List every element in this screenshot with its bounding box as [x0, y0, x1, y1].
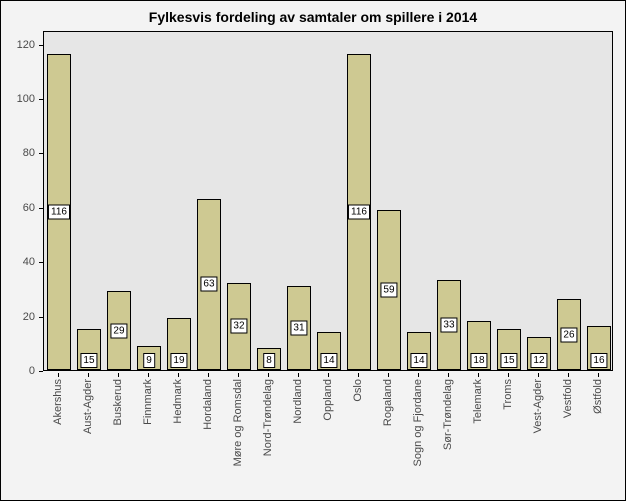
bar-value-label: 33 [440, 318, 457, 333]
x-tick-mark [178, 373, 179, 377]
bar: 16 [587, 326, 610, 370]
bar: 59 [377, 210, 400, 370]
x-tick-mark [148, 373, 149, 377]
x-tick-mark [508, 373, 509, 377]
bar-value-label: 32 [230, 319, 247, 334]
x-tick-mark [58, 373, 59, 377]
x-tick-label: Møre og Romsdal [232, 379, 244, 466]
bar: 116 [47, 54, 70, 370]
x-tick-label: Sogn og Fjordane [412, 379, 424, 466]
y-tick-mark [39, 153, 43, 154]
bar-value-label: 59 [380, 282, 397, 297]
x-tick-label: Akershus [52, 379, 64, 425]
bar-value-label: 18 [470, 353, 487, 368]
chart-title: Fylkesvis fordeling av samtaler om spill… [1, 9, 625, 25]
x-tick-label: Telemark [472, 379, 484, 424]
bar: 9 [137, 346, 160, 370]
x-tick-label: Hordaland [202, 379, 214, 430]
x-tick-label: Oppland [322, 379, 334, 421]
y-tick-label: 120 [17, 39, 35, 51]
x-tick-mark [448, 373, 449, 377]
x-tick-label: Aust-Agder [82, 379, 94, 434]
bar: 18 [467, 321, 490, 370]
bar-value-label: 116 [348, 205, 370, 220]
y-tick-label: 100 [17, 93, 35, 105]
x-tick-label: Rogaland [382, 379, 394, 426]
x-tick-mark [358, 373, 359, 377]
y-tick-mark [39, 317, 43, 318]
x-tick-mark [238, 373, 239, 377]
bar-value-label: 14 [410, 353, 427, 368]
x-tick-label: Nord-Trøndelag [262, 379, 274, 456]
x-tick-label: Vestfold [562, 379, 574, 418]
x-tick-mark [568, 373, 569, 377]
bar: 15 [497, 329, 520, 370]
bar: 63 [197, 199, 220, 370]
x-tick-mark [478, 373, 479, 377]
bar: 26 [557, 299, 580, 370]
x-tick-mark [208, 373, 209, 377]
bar-value-label: 19 [170, 353, 187, 368]
x-tick-mark [388, 373, 389, 377]
bar: 116 [347, 54, 370, 370]
y-tick-mark [39, 262, 43, 263]
bar: 14 [407, 332, 430, 370]
y-tick-label: 20 [23, 311, 35, 323]
bar: 8 [257, 348, 280, 370]
bar-value-label: 14 [320, 353, 337, 368]
bars-group: 116 15 29 9 19 63 32 8 31 14 116 59 14 33 18 15 12 26 16 [44, 32, 612, 370]
bar-value-label: 16 [590, 353, 607, 368]
y-tick-label: 0 [29, 365, 35, 377]
x-tick-label: Hedmark [172, 379, 184, 424]
y-tick-label: 80 [23, 147, 35, 159]
x-tick-label: Sør-Trøndelag [442, 379, 454, 450]
x-tick-label: Østfold [592, 379, 604, 414]
bar-value-label: 15 [500, 353, 517, 368]
bar-value-label: 15 [80, 353, 97, 368]
y-tick-label: 40 [23, 256, 35, 268]
x-tick-label: Nordland [292, 379, 304, 424]
x-tick-label: Finnmark [142, 379, 154, 425]
plot-area: 116 15 29 9 19 63 32 8 31 14 116 59 14 33 18 15 12 26 16 [43, 31, 613, 371]
x-tick-label: Troms [502, 379, 514, 410]
x-tick-mark [418, 373, 419, 377]
bar-value-label: 29 [110, 323, 127, 338]
x-tick-label: Vest-Agder [532, 379, 544, 433]
y-tick-mark [39, 99, 43, 100]
x-tick-mark [538, 373, 539, 377]
x-axis: Akershus Aust-Agder Buskerud Finnmark Hedmar… [43, 371, 613, 496]
x-tick-label: Buskerud [112, 379, 124, 425]
bar-value-label: 31 [290, 320, 307, 335]
bar-value-label: 26 [560, 327, 577, 342]
y-tick-label: 60 [23, 202, 35, 214]
bar-value-label: 116 [48, 205, 70, 220]
bar: 33 [437, 280, 460, 370]
bar-chart: Fylkesvis fordeling av samtaler om spill… [0, 0, 626, 501]
x-tick-mark [118, 373, 119, 377]
x-tick-mark [598, 373, 599, 377]
x-tick-mark [268, 373, 269, 377]
y-tick-mark [39, 371, 43, 372]
y-tick-mark [39, 208, 43, 209]
bar: 32 [227, 283, 250, 370]
bar-value-label: 9 [143, 353, 155, 368]
bar: 15 [77, 329, 100, 370]
x-tick-label: Oslo [352, 379, 364, 402]
y-tick-mark [39, 45, 43, 46]
x-tick-mark [88, 373, 89, 377]
x-tick-mark [328, 373, 329, 377]
y-axis: 020406080100120 [1, 31, 41, 371]
x-tick-mark [298, 373, 299, 377]
bar-value-label: 12 [530, 353, 547, 368]
bar: 14 [317, 332, 340, 370]
bar: 12 [527, 337, 550, 370]
bar: 31 [287, 286, 310, 370]
bar-value-label: 63 [200, 277, 217, 292]
bar: 19 [167, 318, 190, 370]
bar-value-label: 8 [263, 353, 275, 368]
bar: 29 [107, 291, 130, 370]
